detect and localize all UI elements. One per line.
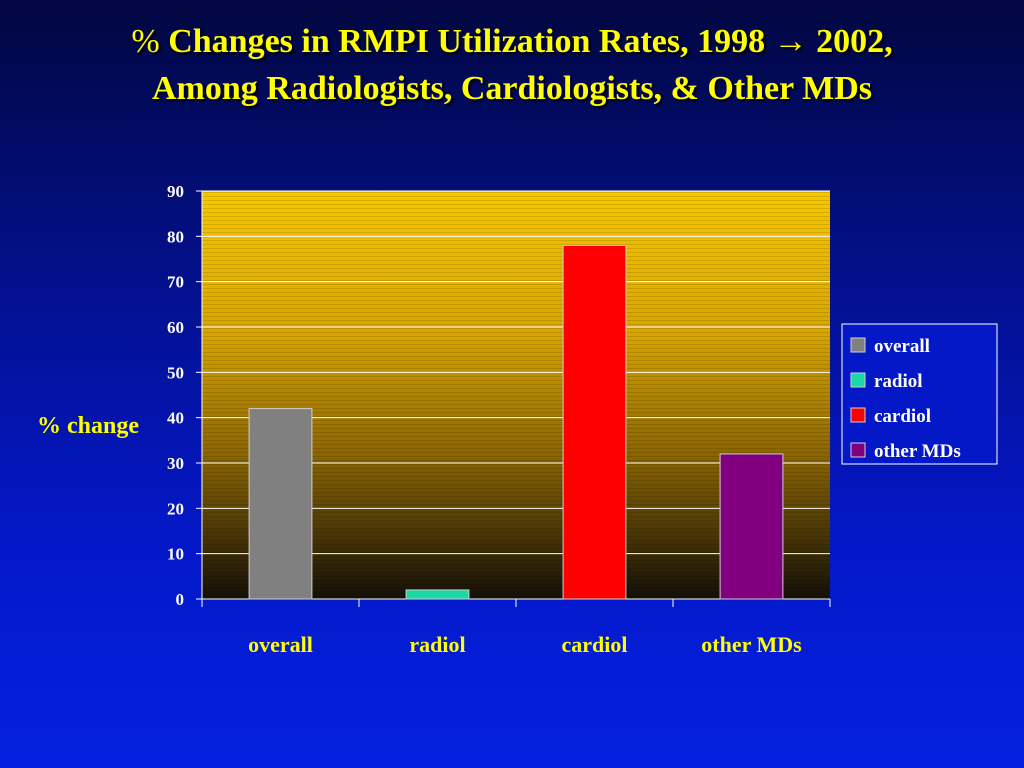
legend-swatch (850, 372, 866, 388)
bar-radiol (405, 589, 470, 600)
y-tick-label: 40 (167, 409, 184, 428)
y-tick-label: 30 (167, 454, 184, 473)
y-tick-label: 80 (167, 227, 184, 246)
y-axis-label: % change (37, 413, 139, 439)
bar-other-mds (719, 453, 784, 600)
legend: overall radiol cardiol other MDs (841, 323, 998, 465)
legend-box (841, 323, 998, 465)
title-line-1: % Changes in RMPI Utilization Rates, 199… (0, 18, 1024, 65)
y-tick-label: 20 (167, 499, 184, 518)
y-tick-label: 0 (176, 590, 185, 609)
bar-cardiol (562, 244, 627, 600)
right-arrow-icon: → (773, 23, 808, 60)
title-line-1-text: Changes in RMPI Utilization Rates, 1998 (168, 23, 766, 60)
x-category-label: overall (248, 632, 313, 657)
legend-swatch (850, 407, 866, 423)
x-category-label: cardiol (562, 632, 628, 657)
legend-swatch (850, 442, 866, 458)
x-category-label: radiol (409, 632, 465, 657)
y-tick-label: 50 (167, 363, 184, 382)
y-tick-label: 90 (167, 182, 184, 201)
legend-entry: other MDs (874, 441, 961, 462)
legend-swatch (850, 337, 866, 353)
legend-entry: radiol (874, 371, 923, 392)
x-category-label: other MDs (701, 632, 802, 657)
y-tick-label: 10 (167, 545, 184, 564)
title-line-2: Among Radiologists, Cardiologists, & Oth… (152, 70, 872, 107)
y-tick-label: 60 (167, 318, 184, 337)
bar-overall (248, 408, 313, 600)
legend-entry: cardiol (874, 406, 931, 427)
title-percent-sign: % (131, 23, 160, 60)
slide-title: % Changes in RMPI Utilization Rates, 199… (0, 18, 1024, 112)
legend-entry: overall (874, 336, 930, 357)
y-tick-label: 70 (167, 273, 184, 292)
title-line-1-suffix: 2002, (816, 23, 893, 60)
